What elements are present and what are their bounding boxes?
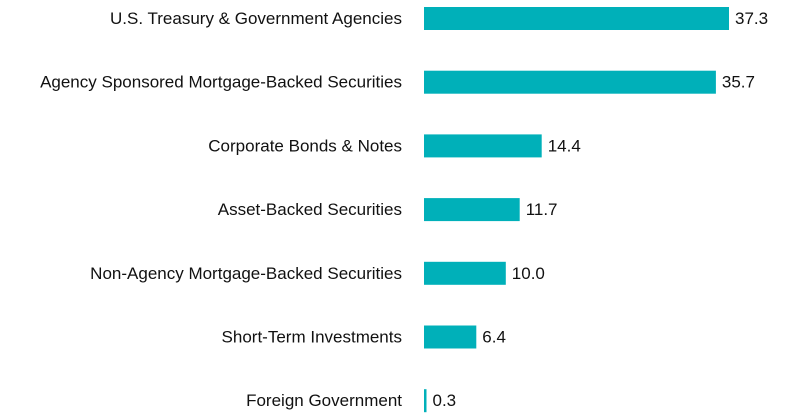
value-label: 0.3 [433,391,457,410]
category-label: Foreign Government [246,391,402,410]
bar [424,389,427,413]
value-label: 14.4 [548,136,581,155]
bar [424,261,506,285]
category-label: U.S. Treasury & Government Agencies [110,9,402,28]
value-label: 6.4 [482,328,506,347]
value-label: 11.7 [526,200,558,219]
category-labels: U.S. Treasury & Government Agencies Agenc… [40,9,402,410]
category-label: Short-Term Investments [222,328,402,347]
bar [424,7,729,30]
category-label: Corporate Bonds & Notes [208,136,402,155]
value-label: 35.7 [722,73,755,92]
bar [424,70,716,94]
bars [424,7,729,413]
value-labels: 37.3 35.7 14.4 11.7 10.0 6.4 0.3 [433,9,769,410]
category-label: Asset-Backed Securities [218,200,402,219]
bar [424,198,520,222]
value-label: 10.0 [512,264,545,283]
category-label: Agency Sponsored Mortgage-Backed Securit… [40,73,402,92]
bar [424,325,477,349]
bar [424,134,542,158]
value-label: 37.3 [735,9,768,28]
category-label: Non-Agency Mortgage-Backed Securities [90,264,402,283]
